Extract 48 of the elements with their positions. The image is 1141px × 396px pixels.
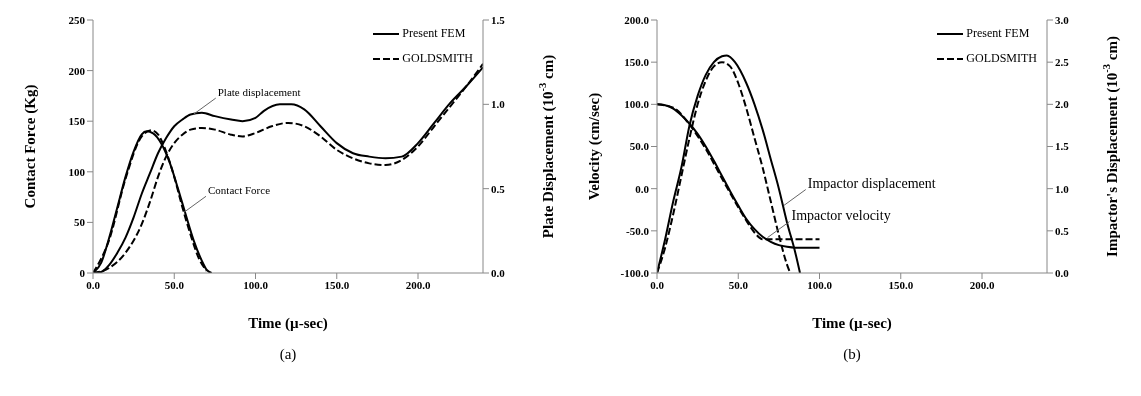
legend-label: GOLDSMITH <box>402 51 473 66</box>
y-tick-label: 50 <box>74 216 86 229</box>
x-tick-label: 100.0 <box>807 278 833 291</box>
x-tick-label: 50.0 <box>728 278 749 291</box>
x-tick-label: 50.0 <box>164 278 185 291</box>
text: (a) <box>278 346 298 363</box>
text: (b) <box>842 346 862 363</box>
y2-tick-label: 1.0 <box>1055 182 1070 195</box>
y2-tick-label: 0.0 <box>491 266 506 279</box>
x-axis-title: Time (µ-sec) <box>812 315 892 332</box>
y-tick-label: 200 <box>68 64 86 77</box>
annotation: Impactor velocity <box>791 207 891 223</box>
x-tick-label: 150.0 <box>888 278 914 291</box>
y-axis-title: Velocity (cm/sec) <box>586 92 603 201</box>
y-tick-label: 100.0 <box>624 98 650 111</box>
legend-label: Present FEM <box>966 26 1030 41</box>
y2-tick-label: 2.0 <box>1055 98 1070 111</box>
y2-tick-label: 3.0 <box>1055 13 1070 26</box>
annotation: Plate displacement <box>217 86 301 99</box>
x-tick-label: 0.0 <box>650 278 665 291</box>
x-tick-label: 150.0 <box>324 278 350 291</box>
y2-tick-label: 0.5 <box>1055 224 1070 237</box>
y2-tick-label: 1.5 <box>491 13 506 26</box>
y2-tick-label: 1.5 <box>1055 140 1070 153</box>
y2-tick-label: 0.5 <box>491 182 506 195</box>
y-tick-label: 250 <box>68 13 86 26</box>
y-axis-title: Contact Force (Kg) <box>22 84 39 209</box>
y-tick-label: 150.0 <box>624 56 650 69</box>
x-tick-label: 100.0 <box>243 278 269 291</box>
annotation: Contact Force <box>208 184 271 197</box>
y-tick-label: -50.0 <box>626 224 650 237</box>
y-tick-label: 0 <box>79 266 86 279</box>
y-tick-label: 200.0 <box>624 13 650 26</box>
x-tick-label: 0.0 <box>86 278 101 291</box>
y-tick-label: 0.0 <box>635 182 650 195</box>
legend-label: Present FEM <box>402 26 466 41</box>
y2-tick-label: 2.5 <box>1055 56 1070 69</box>
x-tick-label: 200.0 <box>969 278 995 291</box>
x-tick-label: 200.0 <box>405 278 431 291</box>
y-tick-label: 50.0 <box>629 140 650 153</box>
y-tick-label: -100.0 <box>620 266 650 279</box>
legend-label: GOLDSMITH <box>966 51 1037 66</box>
y-tick-label: 100 <box>68 165 86 178</box>
y-tick-label: 150 <box>68 115 86 128</box>
annotation: Impactor displacement <box>807 175 936 191</box>
y2-tick-label: 0.0 <box>1055 266 1070 279</box>
x-axis-title: Time (µ-sec) <box>248 315 328 332</box>
y2-tick-label: 1.0 <box>491 98 506 111</box>
